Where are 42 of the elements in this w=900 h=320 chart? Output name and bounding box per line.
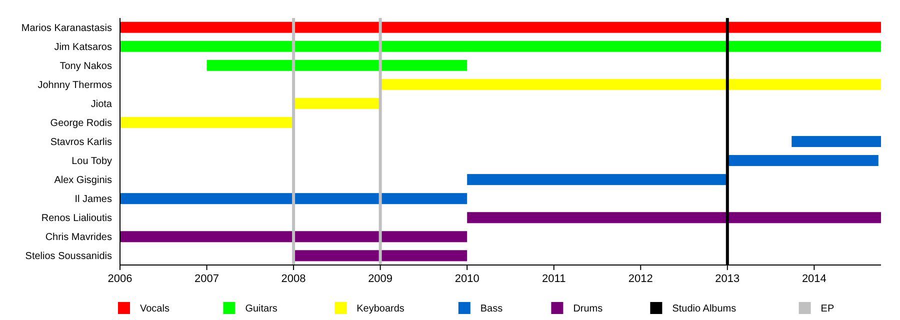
y-tick-label: Chris Mavrides [45,232,112,244]
bar [120,231,468,242]
legend-label: Keyboards [356,304,404,314]
x-tick-label: 2009 [368,273,393,285]
y-tick-label: Johnny Thermos [38,80,112,91]
x-tick-label: 2012 [628,273,653,285]
bar [120,193,468,204]
x-tick-label: 2013 [715,273,740,285]
bar [120,40,881,52]
bar [467,212,881,224]
legend-label: Vocals [140,304,170,314]
bar [120,116,294,128]
y-tick-label: Tony Nakos [60,60,112,72]
y-tick-label: Lou Toby [72,156,112,168]
legend-label: EP [820,304,834,314]
bar [206,60,468,71]
bar [294,250,468,262]
bar [467,174,728,186]
bar [727,155,878,166]
legend-label: Guitars [245,304,278,314]
bar [294,98,380,109]
x-tick-label: 2014 [802,273,826,285]
y-tick-label: Renos Lialioutis [41,213,112,224]
y-tick-label: Jiota [90,98,112,110]
bar [120,22,881,33]
y-tick-label: Alex Gisginis [54,175,112,186]
y-tick-label: Jim Katsaros [54,42,112,53]
legend-label: Bass [480,304,503,314]
y-tick-label: Marios Karanastasis [21,22,112,34]
y-tick-label: Stavros Karlis [50,137,112,148]
x-tick-label: 2008 [281,273,306,285]
x-tick-label: 2011 [542,273,566,285]
legend-label: Drums [573,304,603,314]
x-tick-label: 2007 [194,273,220,285]
bar [380,78,881,90]
bar [792,136,881,148]
y-tick-label: Il James [74,194,112,206]
y-tick-label: Stelios Soussanidis [25,251,112,262]
x-tick-label: 2006 [108,273,132,285]
x-tick-label: 2010 [454,273,480,285]
legend-label: Studio Albums [672,304,736,314]
y-tick-label: George Rodis [50,118,112,129]
